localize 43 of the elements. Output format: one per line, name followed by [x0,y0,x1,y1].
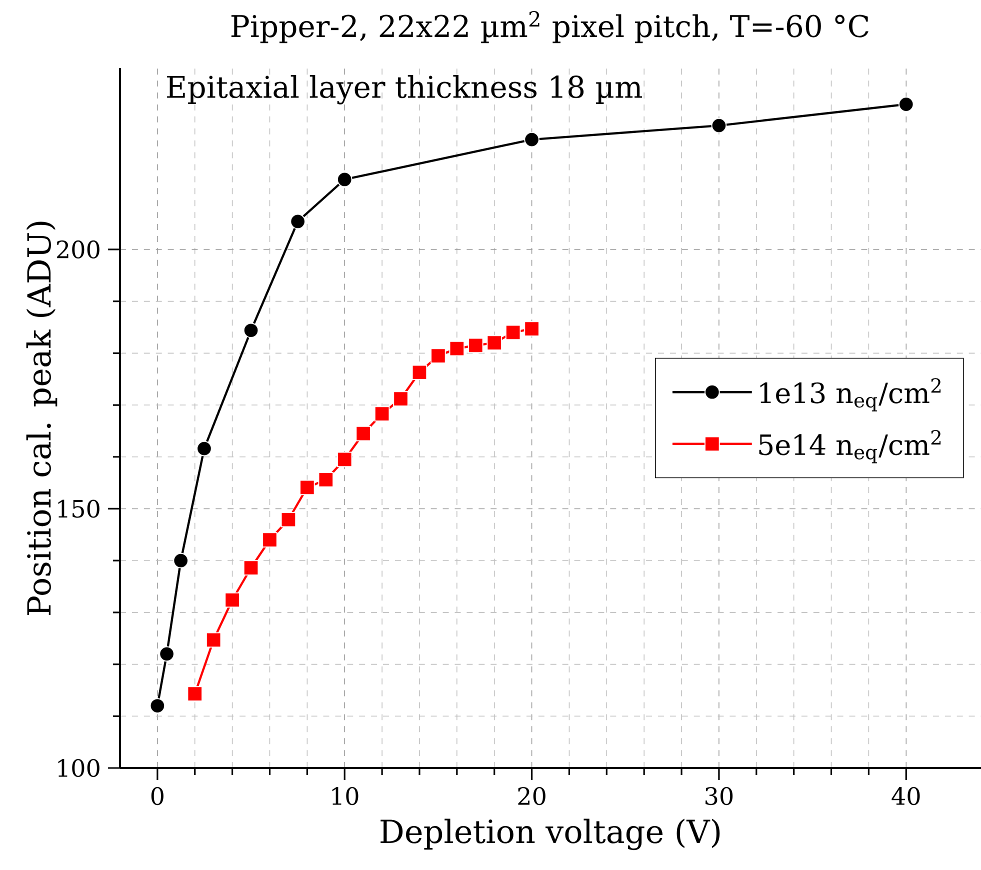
y-tick-label: 200 [56,240,100,259]
point [262,532,278,548]
point [150,698,166,714]
point [412,364,428,380]
point [711,118,727,134]
point [468,338,484,354]
point [486,335,502,350]
x-tick-label: 40 [892,786,920,806]
point [300,480,315,496]
chart-subtitle: Epitaxial layer thickness 18 µm [167,75,642,104]
point [243,560,259,576]
point [524,321,540,336]
point [290,214,306,230]
point [505,324,521,340]
y-axis-title: Position cal. peak (ADU) [26,222,58,616]
point [430,348,446,364]
point [206,632,222,648]
x-tick-label: 20 [518,786,546,806]
x-tick-label: 10 [332,786,358,806]
point [196,440,212,456]
x-tick-label: 0 [151,786,164,806]
y-tick-label: 150 [58,500,100,518]
point [224,592,240,608]
point [173,552,189,568]
x-tick-label: 30 [706,786,733,806]
point [449,340,465,356]
point [243,322,259,338]
point [318,472,334,488]
point [187,686,203,702]
point [393,391,408,406]
legend-label: 1e13 n$_{eq}$/cm$^{2}$ [760,378,941,412]
point [280,512,296,528]
y-tick-label: 100 [58,758,100,778]
chart-title: Pipper-2, 22x22 µm$^{2}$ pixel pitch, T=-60 °C [231,11,868,44]
point [159,646,174,662]
x-axis-title: Depletion voltage (V) [380,818,720,850]
point [356,426,371,442]
point [336,172,352,188]
point [336,452,352,468]
point [524,132,540,148]
legend-label: 5e14 n$_{eq}$/cm$^{2}$ [759,430,941,464]
point [898,96,914,112]
point [374,406,390,422]
